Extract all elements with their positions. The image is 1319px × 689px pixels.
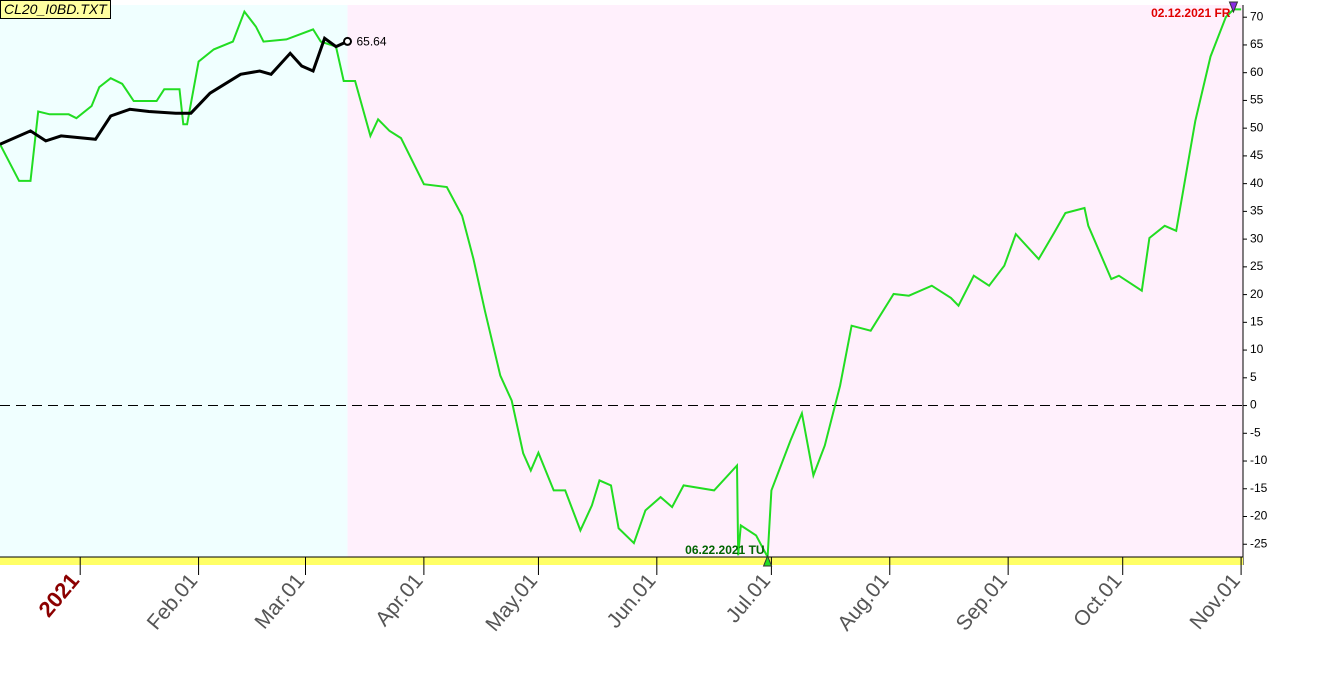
x-tick-label: Jun.01: [602, 569, 660, 632]
y-tick-label: 45: [1250, 148, 1264, 162]
zone-projection: [347, 5, 1243, 557]
x-tick-label: Mar.01: [250, 569, 309, 633]
chart-title: CL20_I0BD.TXT: [0, 0, 111, 19]
x-axis-strip: [0, 557, 1243, 565]
annotation: 02.12.2021 FR: [1151, 6, 1231, 20]
y-tick-label: -10: [1250, 453, 1268, 467]
series-line: [0, 35, 349, 146]
x-tick-label: Oct.01: [1069, 569, 1126, 631]
x-tick-label: 2021: [33, 568, 84, 622]
y-tick-label: 60: [1250, 65, 1264, 79]
y-tick-label: 15: [1250, 315, 1264, 329]
y-tick-label: 0: [1250, 398, 1257, 412]
y-tick-label: 5: [1250, 370, 1257, 384]
x-tick-label: Jul.01: [722, 569, 776, 627]
y-tick-label: 10: [1250, 342, 1264, 356]
y-tick-label: 65: [1250, 37, 1264, 51]
x-tick-label: Apr.01: [371, 569, 428, 630]
y-tick-label: 20: [1250, 287, 1264, 301]
x-tick-label: Aug.01: [833, 569, 893, 635]
y-tick-label: 25: [1250, 259, 1264, 273]
y-tick-label: 40: [1250, 176, 1264, 190]
zone-history: [0, 5, 348, 557]
y-tick-label: -5: [1250, 425, 1261, 439]
x-tick-label: May.01: [481, 569, 542, 635]
series-line: [0, 8, 1242, 561]
last-value-label: 65.64: [357, 34, 387, 48]
y-tick-label: -15: [1250, 481, 1268, 495]
x-tick-label: Nov.01: [1186, 569, 1245, 634]
peak-arrow: [1228, 1, 1239, 14]
last-point: [343, 36, 353, 46]
y-tick-label: 55: [1250, 93, 1264, 107]
y-tick-label: -20: [1250, 509, 1268, 523]
annotation: 06.22.2021 TU: [685, 543, 764, 557]
x-tick-label: Feb.01: [143, 569, 203, 634]
y-tick-label: 30: [1250, 231, 1264, 245]
y-tick-label: 70: [1250, 9, 1264, 23]
y-tick-label: 50: [1250, 120, 1264, 134]
y-tick-label: -25: [1250, 536, 1268, 550]
y-tick-label: 35: [1250, 204, 1264, 218]
trough-arrow: [762, 554, 773, 567]
x-tick-label: Sep.01: [952, 569, 1012, 635]
